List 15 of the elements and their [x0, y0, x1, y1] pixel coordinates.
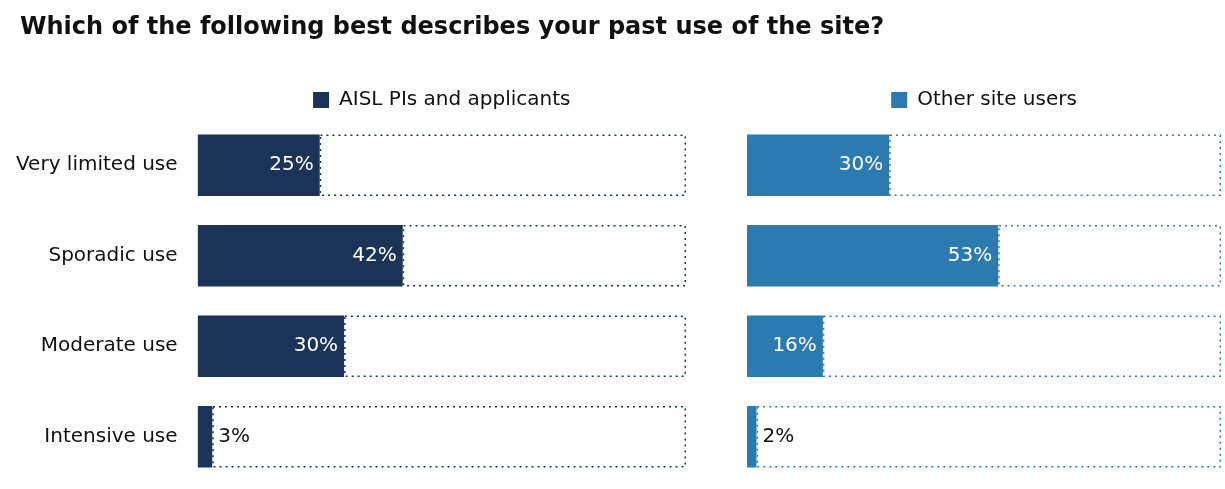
- legend-label: AISL PIs and applicants: [339, 86, 571, 111]
- y-tick-label: Very limited use: [15, 151, 178, 176]
- legend-label: Other site users: [917, 86, 1077, 111]
- y-tick-label: Moderate use: [40, 332, 178, 357]
- y-tick-label: Intensive use: [44, 422, 178, 447]
- data-label: 53%: [947, 241, 993, 266]
- data-label: 16%: [772, 332, 817, 357]
- data-label: 3%: [218, 422, 250, 447]
- data-label: 30%: [838, 151, 884, 176]
- data-label: 25%: [269, 151, 314, 176]
- data-label: 2%: [762, 422, 795, 447]
- data-label: 42%: [352, 241, 397, 266]
- data-label: 30%: [293, 332, 339, 357]
- chart-title: Which of the following best describes your past use of the site?: [20, 12, 885, 40]
- y-tick-label: Sporadic use: [48, 241, 178, 266]
